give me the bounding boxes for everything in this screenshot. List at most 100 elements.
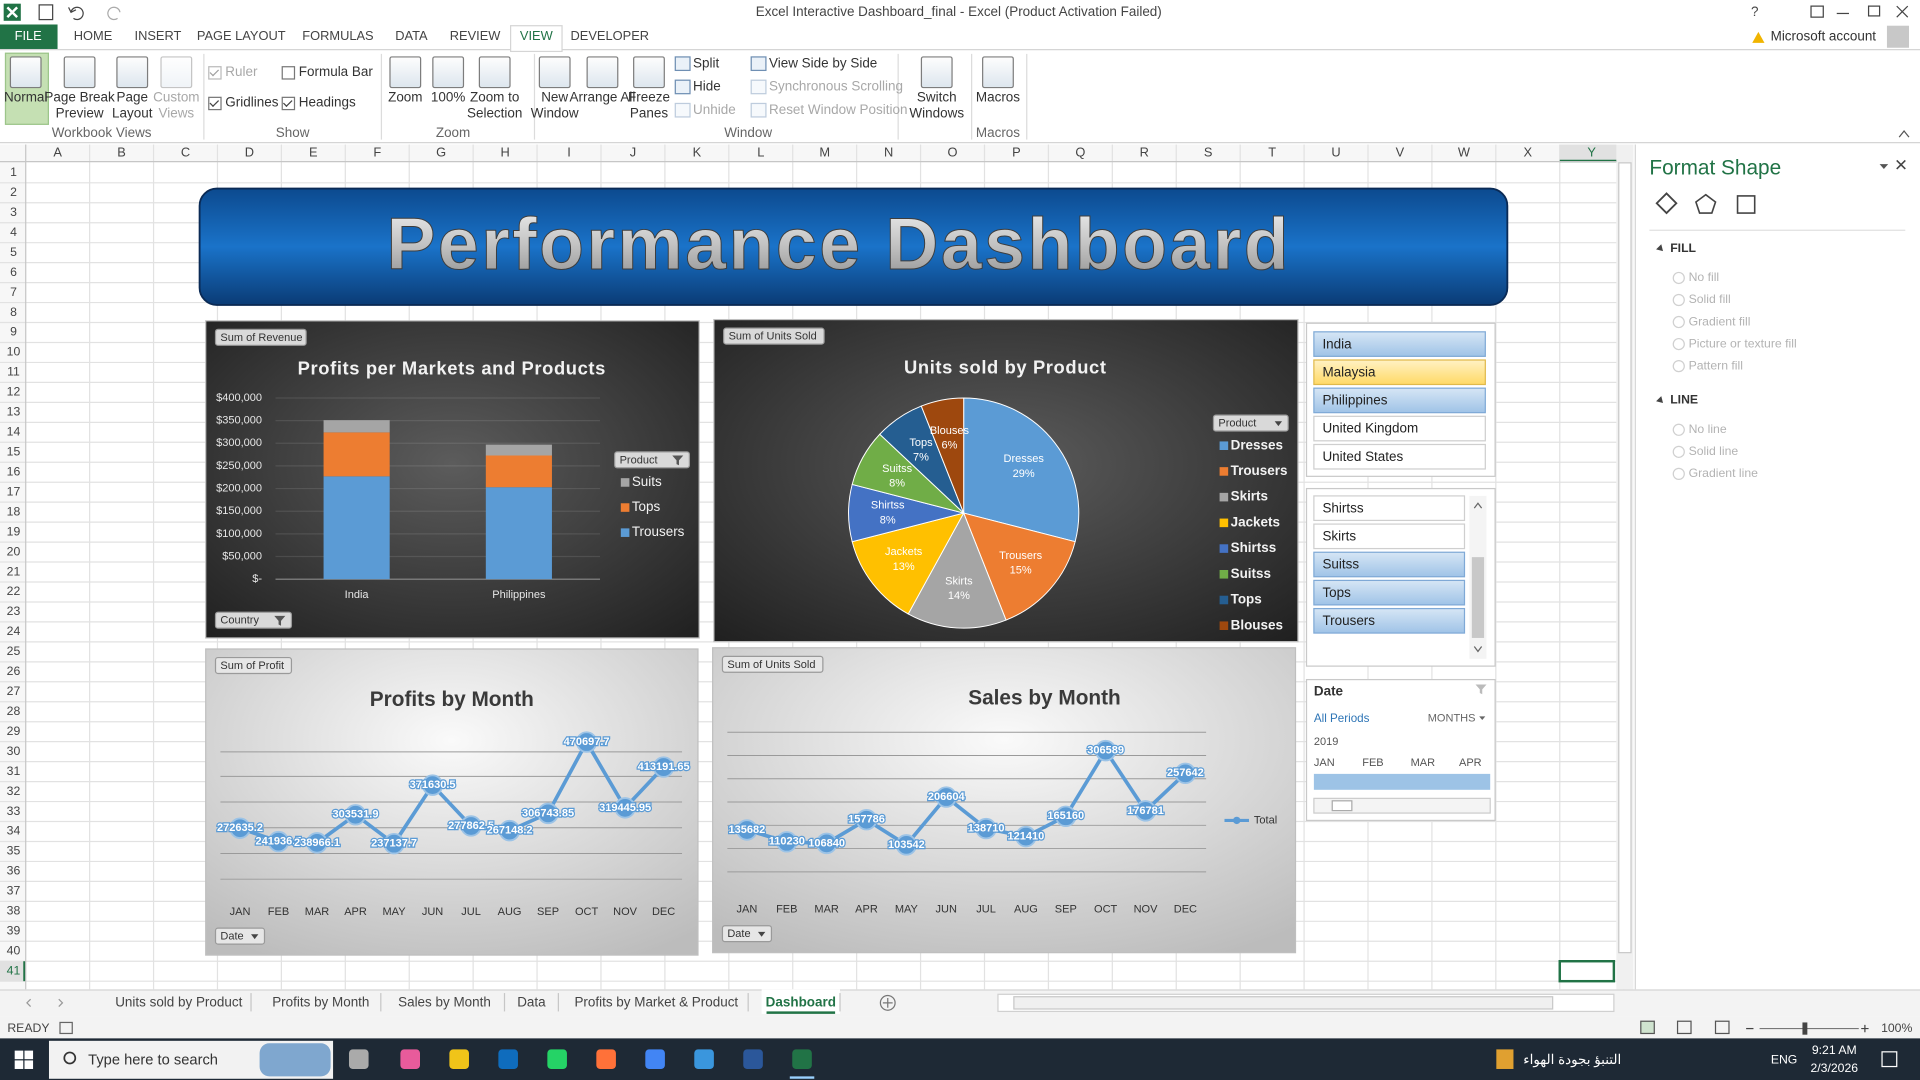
sheet-tab[interactable]: Profits by Market & Product — [574, 994, 738, 1009]
new-sheet-plus[interactable] — [882, 997, 893, 1008]
level-arrow[interactable] — [1479, 716, 1486, 720]
slicer-item-label[interactable]: Skirts — [1322, 529, 1356, 544]
field-button[interactable] — [614, 451, 691, 469]
column-header[interactable]: J — [630, 144, 636, 159]
dropdown-arrow[interactable] — [251, 934, 259, 940]
filter-icon[interactable] — [274, 615, 286, 626]
clock-date[interactable]: 2/3/2026 — [1810, 1061, 1858, 1075]
ribbon-tab[interactable]: INSERT — [135, 28, 182, 43]
timeline-scroll-thumb[interactable] — [1331, 800, 1353, 812]
field-button-label[interactable]: Sum of Units Sold — [729, 331, 817, 343]
column-header[interactable]: X — [1524, 144, 1533, 159]
ribbon-button[interactable]: Freeze Panes — [628, 90, 670, 122]
column-header[interactable]: W — [1458, 144, 1471, 159]
slicer-item[interactable] — [1313, 331, 1486, 357]
field-button[interactable] — [214, 328, 307, 346]
taskbar-app[interactable] — [400, 1049, 420, 1069]
radio[interactable] — [1672, 337, 1685, 351]
row-header[interactable]: 24 — [7, 624, 21, 638]
field-button-label[interactable]: Product — [620, 454, 658, 466]
new-sheet[interactable] — [879, 994, 896, 1011]
ribbon-button[interactable]: Arrange All — [569, 90, 636, 106]
taskbar-app[interactable] — [449, 1049, 469, 1069]
row-header[interactable]: 9 — [10, 325, 17, 339]
slicer-item-label[interactable]: Tops — [1322, 585, 1351, 600]
clock-time[interactable]: 9:21 AM — [1812, 1043, 1857, 1057]
radio-label[interactable]: Gradient fill — [1689, 314, 1751, 328]
column-header[interactable]: M — [819, 144, 830, 159]
ribbon-button[interactable]: Switch Windows — [909, 90, 965, 122]
checkbox[interactable] — [208, 66, 222, 80]
redo-icon[interactable] — [107, 6, 121, 21]
start-logo[interactable] — [14, 1060, 24, 1069]
column-header[interactable]: H — [500, 144, 509, 159]
column-header[interactable]: L — [757, 144, 764, 159]
row-header[interactable]: 26 — [7, 664, 21, 678]
row-header[interactable]: 6 — [10, 265, 17, 279]
row-header[interactable]: 36 — [7, 864, 21, 878]
ribbon-button[interactable]: New Window — [530, 90, 579, 122]
column-header[interactable]: F — [373, 144, 381, 159]
radio[interactable] — [1672, 315, 1685, 329]
radio[interactable] — [1672, 445, 1685, 458]
slicer-item[interactable] — [1313, 579, 1466, 606]
column-header[interactable]: G — [436, 144, 446, 159]
ribbon-button[interactable]: Macros — [975, 90, 1021, 106]
row-header[interactable]: 27 — [7, 684, 21, 698]
column-header[interactable]: B — [117, 144, 126, 159]
section-toggle[interactable] — [1656, 396, 1666, 406]
taskbar-app[interactable] — [596, 1049, 616, 1069]
row-header[interactable]: 5 — [10, 245, 17, 259]
row-header[interactable]: 23 — [7, 604, 21, 618]
ribbon-tab[interactable]: VIEW — [520, 28, 554, 43]
timeline-level[interactable]: MONTHS — [1428, 713, 1476, 725]
view-button[interactable] — [1640, 1020, 1655, 1035]
slicer-item[interactable] — [1313, 523, 1466, 550]
row-header[interactable]: 1 — [10, 165, 17, 179]
start-logo[interactable] — [24, 1050, 34, 1060]
collapse-ribbon[interactable] — [1898, 130, 1910, 138]
radio[interactable] — [1672, 271, 1685, 285]
search-placeholder[interactable]: Type here to search — [88, 1052, 218, 1068]
radio-label[interactable]: Solid fill — [1689, 292, 1731, 306]
scroll-down[interactable] — [1473, 646, 1483, 653]
ribbon-button[interactable]: Reset Window Position — [768, 102, 908, 118]
column-header[interactable]: U — [1331, 144, 1340, 159]
taskbar-app[interactable] — [547, 1049, 567, 1069]
ribbon-button[interactable]: Synchronous Scrolling — [768, 79, 904, 95]
field-button[interactable] — [721, 655, 824, 673]
slicer-item[interactable] — [1313, 387, 1486, 414]
column-header[interactable]: A — [53, 144, 62, 159]
active-cell[interactable] — [1558, 960, 1616, 983]
column-header[interactable]: T — [1268, 144, 1276, 159]
slicer-item-label[interactable]: Shirtss — [1322, 500, 1363, 515]
field-button-label[interactable]: Product — [1218, 418, 1256, 430]
radio[interactable] — [1672, 467, 1685, 481]
column-header[interactable]: I — [567, 144, 571, 159]
taskbar-app[interactable] — [792, 1049, 812, 1069]
taskbar-app[interactable] — [645, 1049, 665, 1069]
slicer-item-label[interactable]: Philippines — [1322, 393, 1387, 408]
view-button[interactable] — [1714, 1020, 1730, 1035]
field-button-label[interactable]: Sum of Revenue — [220, 332, 302, 344]
active-tab-bg[interactable] — [510, 25, 563, 53]
zoom-thumb[interactable] — [1802, 1022, 1808, 1035]
row-header[interactable]: 31 — [7, 764, 21, 778]
scroll-up[interactable] — [1473, 502, 1483, 509]
row-header[interactable]: 3 — [10, 205, 17, 219]
row-header[interactable]: 28 — [7, 704, 21, 718]
row-header[interactable]: 4 — [10, 225, 17, 239]
row-header[interactable]: 37 — [7, 884, 21, 898]
row-header[interactable]: 14 — [7, 425, 21, 439]
sheet-tab[interactable]: Data — [517, 994, 546, 1009]
row-header[interactable]: 8 — [10, 305, 17, 319]
row-header[interactable]: 15 — [7, 444, 21, 458]
ribbon-button[interactable]: Page Layout — [112, 90, 153, 122]
ribbon-tab[interactable]: REVIEW — [450, 28, 502, 43]
taskbar-app[interactable] — [743, 1049, 763, 1069]
ribbon-tab[interactable]: FORMULAS — [302, 28, 373, 43]
slicer-item-label[interactable]: United States — [1322, 449, 1403, 464]
field-button-label[interactable]: Country — [220, 615, 259, 627]
pane-close[interactable] — [1896, 159, 1906, 170]
slicer-item-label[interactable]: United Kingdom — [1322, 421, 1418, 436]
